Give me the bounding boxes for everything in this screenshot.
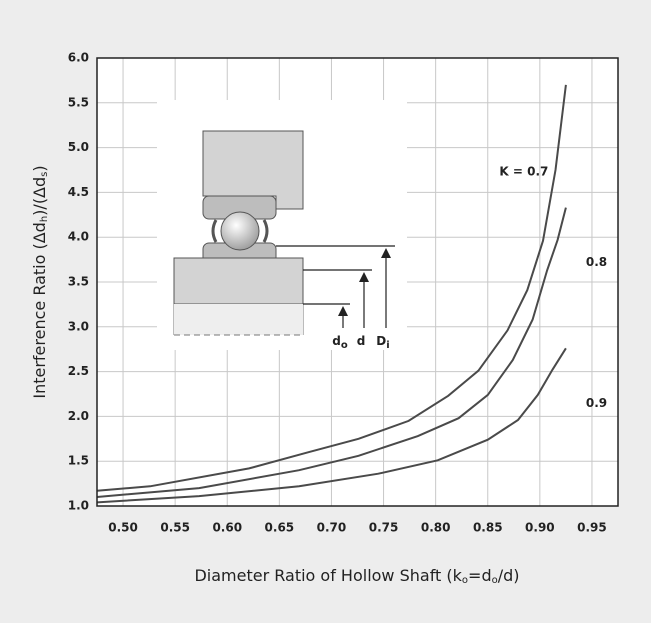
y-tick-label: 3.5 (68, 275, 89, 289)
y-tick-label: 5.5 (68, 95, 89, 109)
y-tick-label: 5.0 (68, 140, 89, 154)
arrow-heads (338, 248, 391, 316)
inset-label: do (332, 334, 348, 352)
label-part: ) (30, 165, 49, 171)
subscript: o (492, 575, 498, 586)
y-tick-label: 1.5 (68, 454, 89, 468)
label-part: Diameter Ratio of Hollow Shaft (k (194, 566, 462, 585)
subscript: i (386, 340, 389, 351)
ball (220, 211, 260, 251)
y-tick-label: 4.0 (68, 230, 89, 244)
label-part: d (357, 334, 366, 348)
x-tick-label: 0.65 (265, 521, 295, 535)
subscript: o (462, 575, 468, 586)
legend-label: K = 0.7 (499, 164, 548, 178)
curve (96, 347, 567, 504)
x-tick-label: 0.60 (212, 521, 242, 535)
x-tick-label: 0.80 (421, 521, 451, 535)
inset-label: Di (376, 334, 389, 352)
curve (96, 84, 567, 492)
bore (174, 304, 303, 335)
x-tick-label: 0.70 (317, 521, 347, 535)
y-tick-label: 2.5 (68, 364, 89, 378)
x-axis-label: Diameter Ratio of Hollow Shaft (ko=do/d) (194, 566, 519, 587)
label-part: =d (468, 566, 492, 585)
label-part: Interference Ratio (Δd (30, 222, 49, 398)
x-tick-label: 0.55 (160, 521, 190, 535)
label-part: /d) (498, 566, 520, 585)
x-tick-label: 0.90 (525, 521, 555, 535)
curve (96, 207, 567, 498)
y-tick-label: 1.0 (68, 499, 89, 513)
dimension-lines (276, 245, 395, 328)
x-tick-label: 0.95 (577, 521, 607, 535)
label-part: )/(Δd (30, 177, 49, 216)
y-tick-label: 4.5 (68, 185, 89, 199)
legend-label: 0.9 (586, 396, 607, 410)
x-tick-label: 0.50 (108, 521, 138, 535)
y-tick-label: 6.0 (68, 51, 89, 65)
inset-label: d (357, 334, 366, 348)
legend-label: 0.8 (586, 255, 607, 269)
cage (211, 219, 269, 243)
plot-frame (96, 57, 619, 507)
subscript: s (39, 172, 50, 177)
y-tick-label: 3.0 (68, 319, 89, 333)
shaft (173, 257, 304, 305)
subscript: o (341, 340, 348, 351)
x-tick-label: 0.75 (369, 521, 399, 535)
subscript: h (39, 216, 50, 222)
bearing-inset: do d Di (157, 100, 407, 351)
y-axis-label: Interference Ratio (Δdh)/(Δds) (30, 165, 51, 398)
label-part: D (376, 334, 386, 348)
label-part: d (332, 334, 341, 348)
curves (96, 84, 567, 504)
y-tick-label: 2.0 (68, 409, 89, 423)
x-tick-label: 0.85 (473, 521, 503, 535)
